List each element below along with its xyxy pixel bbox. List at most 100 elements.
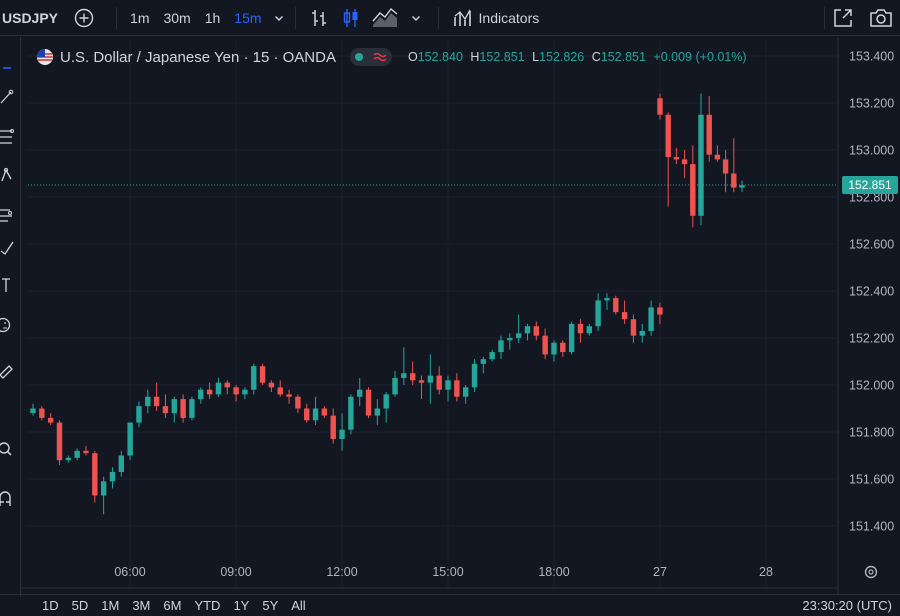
candle	[215, 382, 222, 395]
candle	[242, 389, 248, 395]
candle	[436, 375, 442, 390]
close-value: 152.851	[600, 50, 646, 64]
chart-title[interactable]: U.S. Dollar / Japanese Yen · 15 · OANDA	[60, 48, 336, 66]
candle	[690, 164, 696, 216]
emoji-icon[interactable]	[0, 317, 14, 333]
chart-settings-icon[interactable]	[864, 565, 878, 579]
high-label: H	[470, 50, 480, 64]
price-tick-label: 153.200	[849, 97, 894, 111]
candle	[630, 319, 637, 336]
candle	[30, 408, 36, 414]
time-tick-label: 18:00	[538, 565, 569, 579]
range-3m[interactable]: 3M	[132, 598, 151, 613]
candle	[409, 373, 416, 381]
candle	[189, 399, 195, 418]
interval-1m[interactable]: 1m	[130, 9, 150, 26]
candle	[374, 408, 381, 416]
brush-icon[interactable]	[0, 239, 14, 255]
interval-15m[interactable]: 15m	[234, 9, 262, 26]
text-icon[interactable]	[0, 277, 14, 293]
candle	[224, 382, 230, 388]
candle	[480, 359, 487, 364]
drawing-toolbar	[0, 37, 21, 597]
candle	[665, 114, 671, 158]
candle	[462, 387, 469, 397]
bottom-toolbar: 1D 5D 1M 3M 6M YTD 1Y 5Y All 23:30:20 (U…	[0, 594, 900, 616]
range-5d[interactable]: 5D	[71, 598, 89, 613]
fullscreen-icon[interactable]	[832, 7, 854, 29]
forecast-icon[interactable]	[0, 207, 14, 223]
price-tick-label: 152.800	[849, 191, 894, 205]
area-chart-icon[interactable]	[372, 7, 398, 28]
compare-add-icon[interactable]	[74, 8, 94, 28]
chevron-down-icon[interactable]	[410, 12, 422, 24]
separator	[824, 6, 825, 29]
pattern-icon[interactable]	[0, 167, 14, 183]
candle	[259, 366, 266, 383]
separator	[116, 6, 118, 29]
bar-chart-icon[interactable]	[310, 8, 328, 28]
candle	[507, 338, 513, 341]
market-status-badge[interactable]	[349, 48, 392, 66]
candle	[731, 173, 737, 188]
separator	[294, 6, 296, 29]
candle	[348, 396, 354, 430]
candle	[613, 298, 619, 313]
price-axis[interactable]: 153.400 153.200 153.000 152.800 152.600 152.4…	[849, 50, 894, 534]
ruler-icon[interactable]	[0, 363, 14, 379]
candle	[418, 380, 425, 383]
candle	[383, 394, 389, 409]
chart-grid	[20, 37, 839, 594]
trend-line-icon[interactable]	[0, 89, 14, 105]
candle	[74, 450, 80, 458]
range-all[interactable]: All	[291, 598, 306, 613]
interval-1h[interactable]: 1h	[204, 9, 221, 26]
camera-icon[interactable]	[869, 7, 893, 29]
fib-retracement-icon[interactable]	[0, 129, 14, 145]
candle	[568, 323, 575, 353]
utc-clock[interactable]: 23:30:20 (UTC)	[802, 598, 892, 613]
candlestick-icon[interactable]	[342, 8, 360, 28]
candle	[162, 406, 169, 414]
candle	[92, 453, 98, 496]
interval-30m[interactable]: 30m	[163, 9, 191, 26]
candle	[65, 457, 72, 461]
range-1y[interactable]: 1Y	[233, 598, 250, 613]
time-tick-label: 27	[653, 565, 667, 579]
candle	[339, 429, 345, 440]
range-1m[interactable]: 1M	[101, 598, 120, 613]
candle	[586, 326, 592, 334]
candle	[295, 396, 301, 409]
candle	[198, 389, 204, 400]
chart-legend: U.S. Dollar / Japanese Yen · 15 · OANDA …	[36, 48, 751, 66]
price-tick-label: 152.000	[849, 379, 894, 393]
candle	[180, 399, 186, 418]
low-label: L	[532, 50, 540, 64]
candle	[312, 408, 319, 421]
range-6m[interactable]: 6M	[163, 598, 182, 613]
range-1d[interactable]: 1D	[42, 598, 59, 613]
candle	[498, 340, 504, 353]
magnet-icon[interactable]	[0, 491, 14, 507]
candle	[304, 408, 310, 421]
candle	[722, 159, 729, 174]
symbol-search[interactable]: USDJPY	[2, 9, 59, 26]
crosshair-icon[interactable]	[0, 59, 14, 75]
candle	[639, 330, 645, 336]
time-axis[interactable]: 06:00 09:00 12:00 15:00 18:00 27 28	[114, 565, 878, 579]
range-5y[interactable]: 5Y	[262, 598, 279, 613]
indicators-icon[interactable]	[453, 8, 473, 28]
indicators-button[interactable]: Indicators	[478, 9, 540, 26]
candle	[365, 389, 372, 416]
candle	[551, 342, 557, 355]
price-chart[interactable]: 153.400 153.200 153.000 152.800 152.600 152.4…	[0, 0, 900, 594]
zoom-icon[interactable]	[0, 441, 14, 457]
chevron-down-icon[interactable]	[273, 12, 285, 24]
range-ytd[interactable]: YTD	[194, 598, 221, 613]
high-value: 152.851	[479, 50, 525, 64]
time-tick-label: 12:00	[326, 565, 357, 579]
candle	[136, 406, 142, 423]
price-tick-label: 152.200	[849, 332, 894, 346]
candle	[489, 352, 495, 360]
candle	[604, 298, 610, 301]
